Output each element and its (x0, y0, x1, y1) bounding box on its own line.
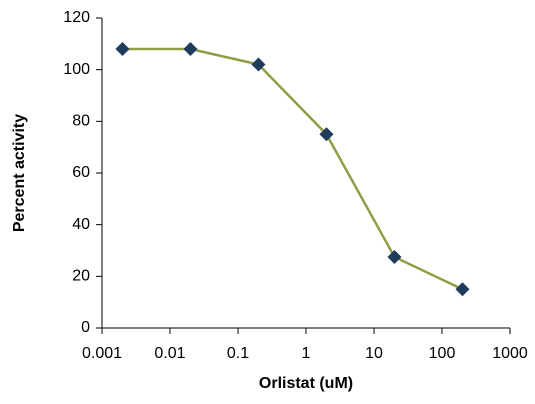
x-tick-label: 0.01 (154, 345, 185, 362)
y-tick-label: 60 (72, 164, 90, 181)
data-point (183, 42, 198, 56)
x-tick-label: 1 (302, 345, 311, 362)
data-point (455, 282, 470, 297)
data-point (387, 249, 402, 264)
y-axis-title: Percent activity (11, 114, 28, 232)
data-point (319, 127, 334, 142)
x-tick-label: 0.1 (227, 345, 249, 362)
y-tick-label: 20 (72, 268, 90, 285)
y-tick-label: 120 (63, 9, 90, 26)
y-tick-label: 100 (63, 61, 90, 78)
data-point (251, 57, 266, 72)
y-tick-label: 80 (72, 113, 90, 130)
y-tick-label: 40 (72, 216, 90, 233)
x-tick-label: 0.001 (82, 345, 122, 362)
data-point (115, 42, 130, 56)
x-tick-label: 10 (365, 345, 383, 362)
y-tick-label: 0 (81, 319, 90, 336)
x-tick-label: 100 (429, 345, 456, 362)
x-axis-title: Orlistat (uM) (259, 375, 353, 392)
data-line (122, 47, 464, 291)
x-tick-label: 1000 (492, 345, 528, 362)
